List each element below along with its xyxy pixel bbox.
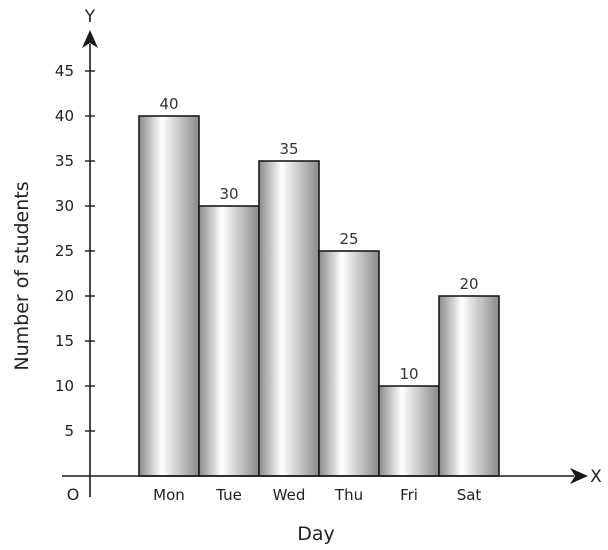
x-tick-label-sat: Sat: [457, 486, 482, 504]
y-tick-label-10: 10: [55, 377, 74, 395]
x-axis-arrow-icon: [570, 468, 588, 484]
y-ticks: 5 10 15 20 25 30 35 40 45: [55, 62, 95, 440]
y-tick-label-30: 30: [55, 197, 74, 215]
y-axis-title: Number of students: [11, 181, 33, 370]
data-label-wed: 35: [279, 140, 298, 158]
y-tick-label-20: 20: [55, 287, 74, 305]
y-axis-letter: Y: [84, 7, 96, 27]
bar-mon: [138, 115, 200, 477]
bar-thu: [318, 250, 380, 477]
data-label-mon: 40: [159, 95, 178, 113]
x-tick-label-wed: Wed: [273, 486, 306, 504]
x-tick-label-thu: Thu: [334, 486, 363, 504]
x-tick-label-fri: Fri: [400, 486, 418, 504]
y-tick-label-5: 5: [64, 422, 74, 440]
y-tick-label-45: 45: [55, 62, 74, 80]
bar-tue: [198, 205, 260, 477]
origin-label: O: [67, 485, 80, 504]
data-label-sat: 20: [459, 275, 478, 293]
y-tick-label-40: 40: [55, 107, 74, 125]
y-tick-label-25: 25: [55, 242, 74, 260]
x-axis-title: Day: [297, 523, 335, 545]
y-tick-label-15: 15: [55, 332, 74, 350]
bars: [138, 115, 500, 477]
bar-wed: [258, 160, 320, 477]
x-categories: Mon Tue Wed Thu Fri Sat: [153, 486, 481, 504]
data-label-tue: 30: [219, 185, 238, 203]
x-tick-label-mon: Mon: [153, 486, 185, 504]
y-tick-label-35: 35: [55, 152, 74, 170]
data-labels: 40 30 35 25 10 20: [159, 95, 478, 383]
data-label-thu: 25: [339, 230, 358, 248]
x-tick-label-tue: Tue: [215, 486, 242, 504]
data-label-fri: 10: [399, 365, 418, 383]
x-axis-letter: X: [590, 467, 602, 487]
bar-sat: [438, 295, 500, 477]
bar-fri: [378, 385, 440, 477]
y-axis-arrow-icon: [82, 30, 98, 48]
